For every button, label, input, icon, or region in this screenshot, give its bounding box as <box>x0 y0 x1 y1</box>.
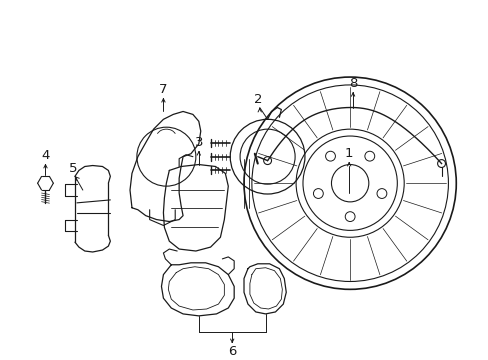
Text: 7: 7 <box>159 83 167 96</box>
Text: 6: 6 <box>227 345 236 358</box>
Text: 1: 1 <box>344 147 353 160</box>
Text: 3: 3 <box>194 136 203 149</box>
Text: 5: 5 <box>69 162 77 175</box>
Text: 2: 2 <box>253 93 262 106</box>
Text: 4: 4 <box>41 149 50 162</box>
Text: 8: 8 <box>348 77 357 90</box>
